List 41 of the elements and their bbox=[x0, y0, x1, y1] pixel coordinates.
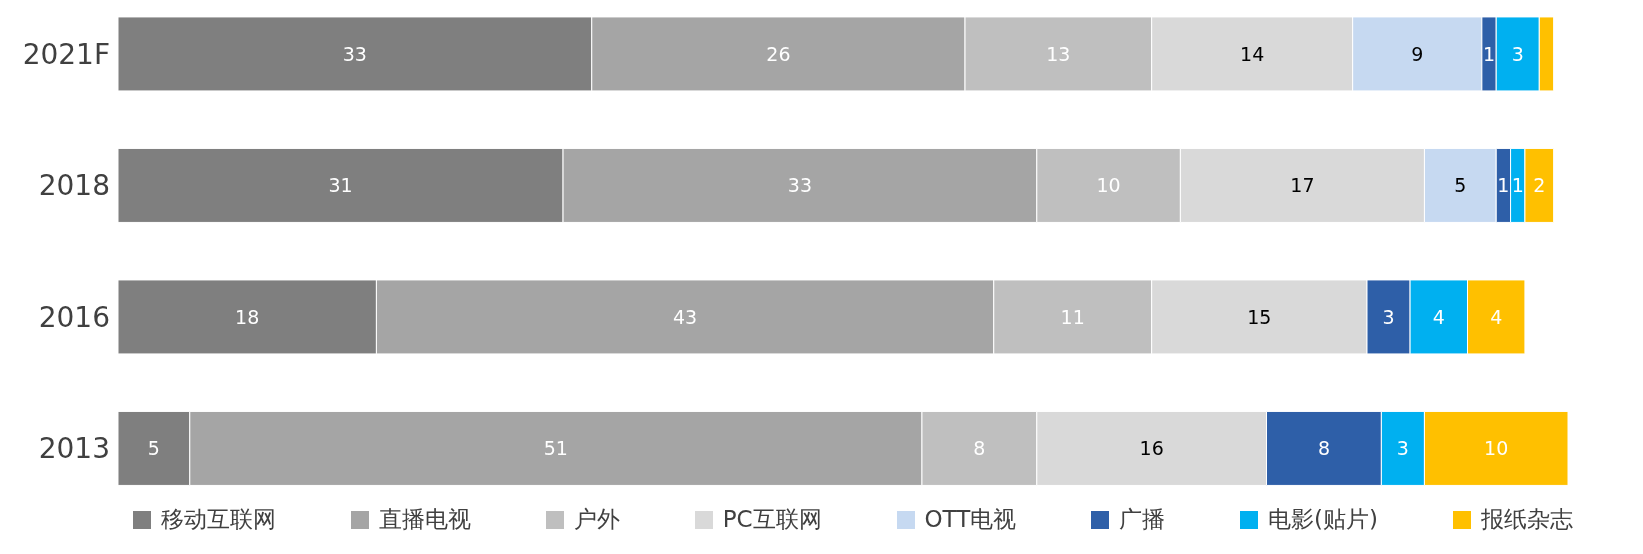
legend-label: PC互联网 bbox=[722, 505, 822, 534]
data-label: 1 bbox=[1482, 42, 1496, 65]
data-label: 1 bbox=[1511, 174, 1524, 197]
legend-label: 户外 bbox=[573, 505, 620, 534]
y-tick-label: 2016 bbox=[38, 300, 110, 334]
data-label: 10 bbox=[1096, 174, 1121, 197]
legend-label: 广播 bbox=[1119, 505, 1166, 534]
data-label: 14 bbox=[1240, 42, 1265, 65]
data-label: 31 bbox=[328, 174, 353, 197]
data-label: 33 bbox=[787, 174, 813, 197]
data-label: 33 bbox=[342, 42, 367, 65]
data-label: 2 bbox=[1533, 174, 1546, 197]
data-label: 9 bbox=[1411, 42, 1424, 65]
data-label: 1 bbox=[1497, 174, 1510, 197]
data-label: 3 bbox=[1382, 305, 1395, 328]
y-tick-label: 2021F bbox=[22, 37, 110, 71]
data-label: 5 bbox=[1454, 174, 1467, 197]
legend-label: 移动互联网 bbox=[161, 505, 276, 534]
data-label: 26 bbox=[766, 42, 791, 65]
data-label: 3 bbox=[1396, 437, 1409, 460]
data-label: 17 bbox=[1290, 174, 1315, 197]
legend-label: 报纸杂志 bbox=[1480, 505, 1573, 534]
data-label: 11 bbox=[1060, 305, 1085, 328]
data-label: 51 bbox=[543, 437, 568, 460]
legend-label: 直播电视 bbox=[378, 505, 471, 534]
y-tick-label: 2018 bbox=[38, 169, 110, 203]
data-label: 5 bbox=[147, 437, 160, 460]
data-label: 8 bbox=[973, 437, 986, 460]
data-label: 18 bbox=[235, 305, 260, 328]
data-label: 43 bbox=[672, 305, 698, 328]
y-tick-label: 2013 bbox=[38, 432, 110, 466]
data-label: 10 bbox=[1484, 437, 1509, 460]
data-label: 4 bbox=[1490, 305, 1503, 328]
data-label: 3 bbox=[1511, 42, 1524, 65]
data-label: 13 bbox=[1046, 42, 1071, 65]
legend-label: OTT电视 bbox=[924, 505, 1017, 534]
data-label: 8 bbox=[1317, 437, 1330, 460]
legend-label: 电影(贴片) bbox=[1268, 505, 1379, 534]
data-label: 4 bbox=[1432, 305, 1445, 328]
data-label: 15 bbox=[1247, 305, 1272, 328]
data-label: 16 bbox=[1139, 437, 1164, 460]
